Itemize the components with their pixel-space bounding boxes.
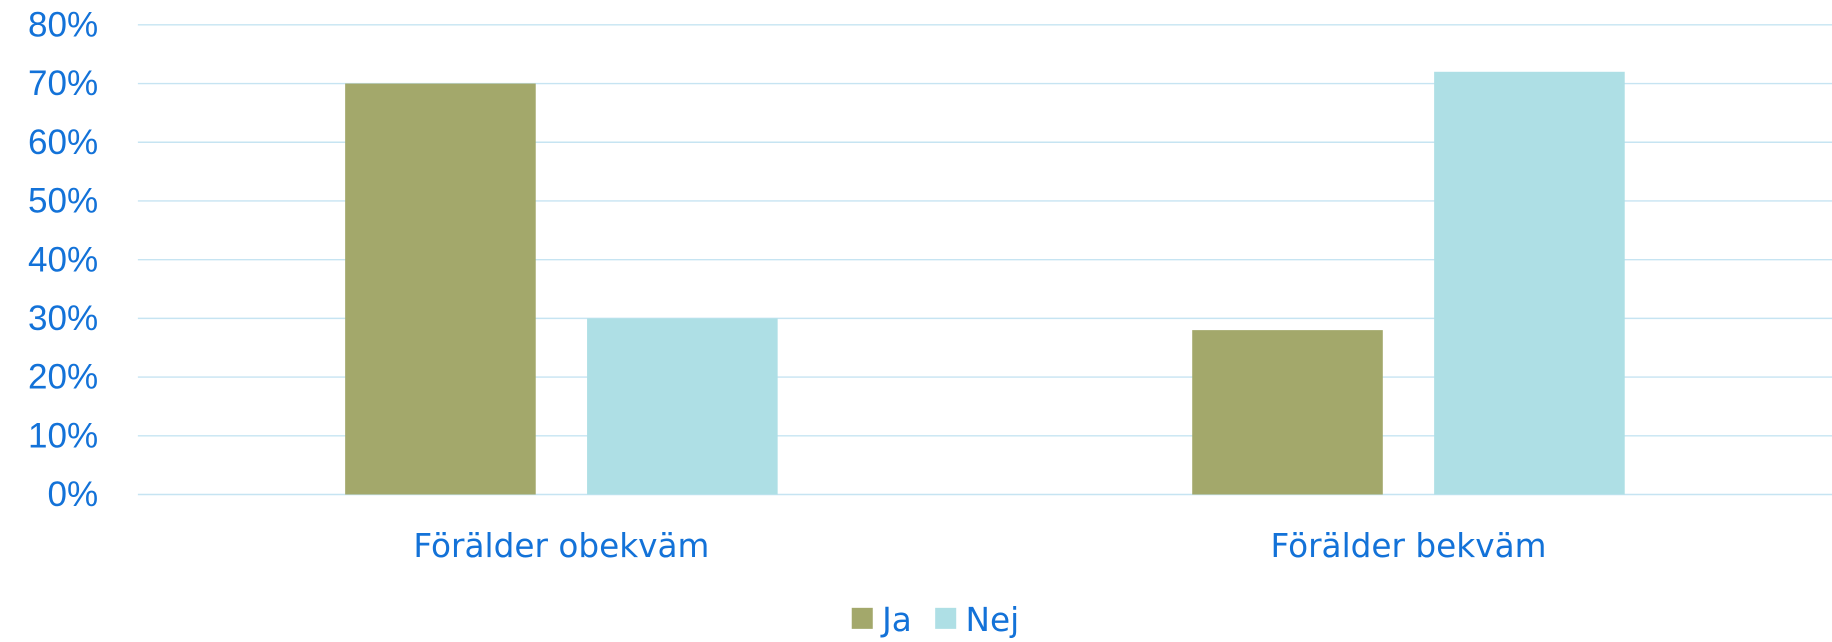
y-tick-label: 20% bbox=[28, 358, 98, 397]
bar bbox=[345, 83, 536, 495]
y-tick-label: 0% bbox=[47, 475, 98, 514]
y-tick-label: 30% bbox=[28, 299, 98, 338]
y-tick-label: 10% bbox=[28, 416, 98, 455]
y-tick-label: 40% bbox=[28, 240, 98, 279]
bar bbox=[587, 318, 778, 495]
y-tick-label: 60% bbox=[28, 123, 98, 162]
y-tick-label: 80% bbox=[28, 5, 98, 44]
x-tick-label: Förälder bekväm bbox=[1270, 527, 1546, 565]
bar bbox=[1434, 71, 1625, 495]
x-tick-label: Förälder obekväm bbox=[413, 527, 709, 565]
y-tick-label: 70% bbox=[28, 64, 98, 103]
bar bbox=[1192, 330, 1383, 495]
legend-label: Ja bbox=[880, 601, 912, 639]
legend-swatch bbox=[935, 607, 957, 629]
legend-label: Nej bbox=[966, 601, 1020, 639]
legend-swatch bbox=[851, 607, 873, 629]
y-tick-label: 50% bbox=[28, 182, 98, 221]
